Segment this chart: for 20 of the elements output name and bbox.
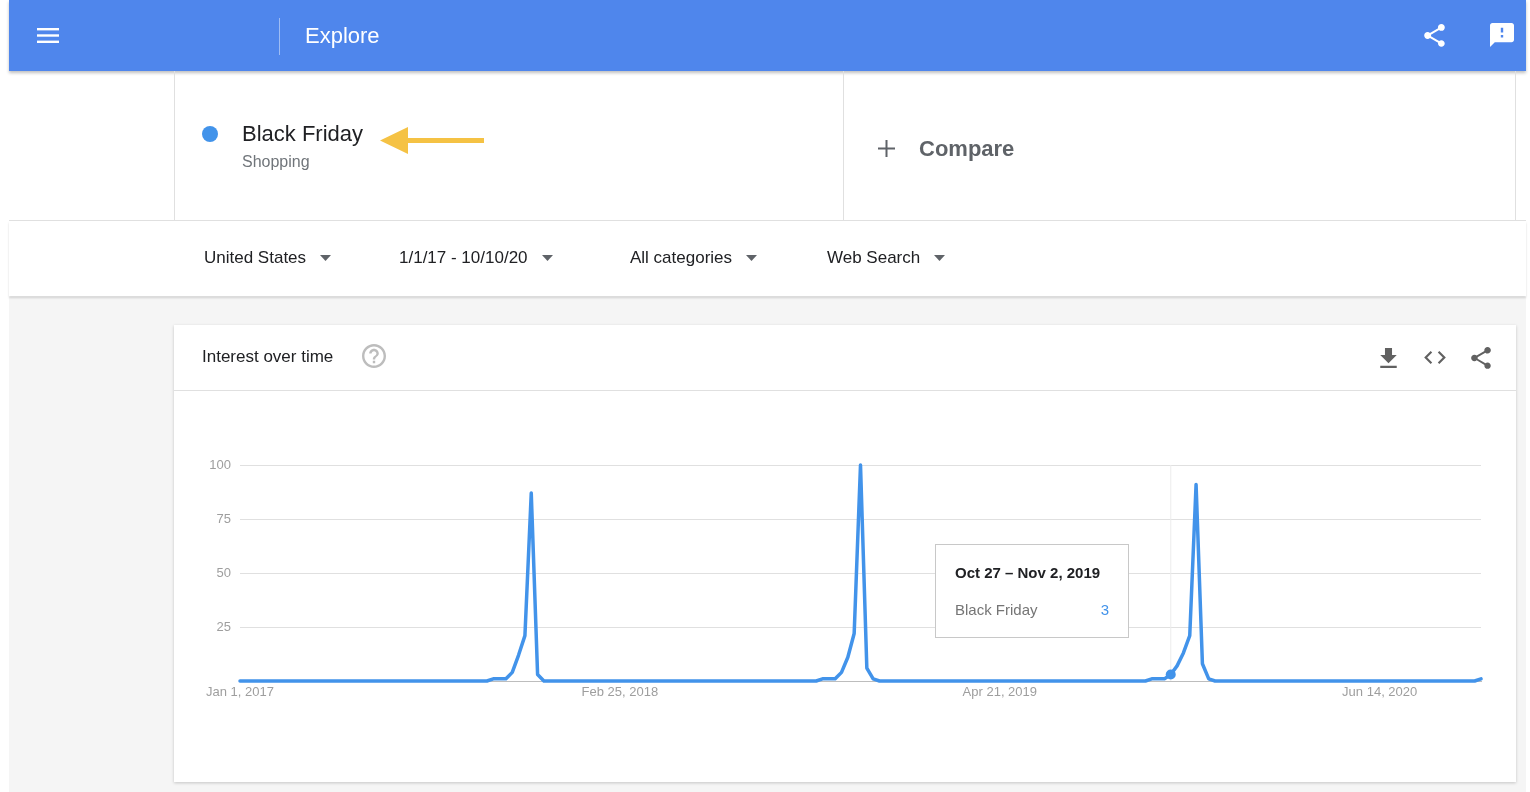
text: United States <box>204 248 307 268</box>
legend-label: Black Friday <box>242 121 364 147</box>
y-tick-label: 25 <box>216 618 231 634</box>
text: Shopping <box>242 152 310 171</box>
chart-title: Interest over time <box>202 347 334 367</box>
y-tick-label: 100 <box>209 456 231 472</box>
annotation: 3 <box>1100 601 1109 619</box>
tooltip: Oct 27 – Nov 2, 2019 Black Friday 3 <box>935 544 1129 638</box>
text: Web Search <box>827 248 921 268</box>
x-tick-label: Jun 14, 2020 <box>1342 684 1418 700</box>
text: 1/1/17 - 10/10/20 <box>399 248 528 268</box>
x-tick-label: Jan 1, 2017 <box>206 684 274 700</box>
text: Explore <box>305 23 380 49</box>
x-tick-label: Apr 21, 2019 <box>962 684 1038 700</box>
y-tick-label: 75 <box>216 510 231 526</box>
text: Compare <box>919 136 1015 162</box>
text: All categories <box>630 248 733 268</box>
annotation: Oct 27 – Nov 2, 2019 <box>955 564 1101 582</box>
x-tick-label: Feb 25, 2018 <box>581 684 659 700</box>
y-tick-label: 50 <box>216 564 231 580</box>
